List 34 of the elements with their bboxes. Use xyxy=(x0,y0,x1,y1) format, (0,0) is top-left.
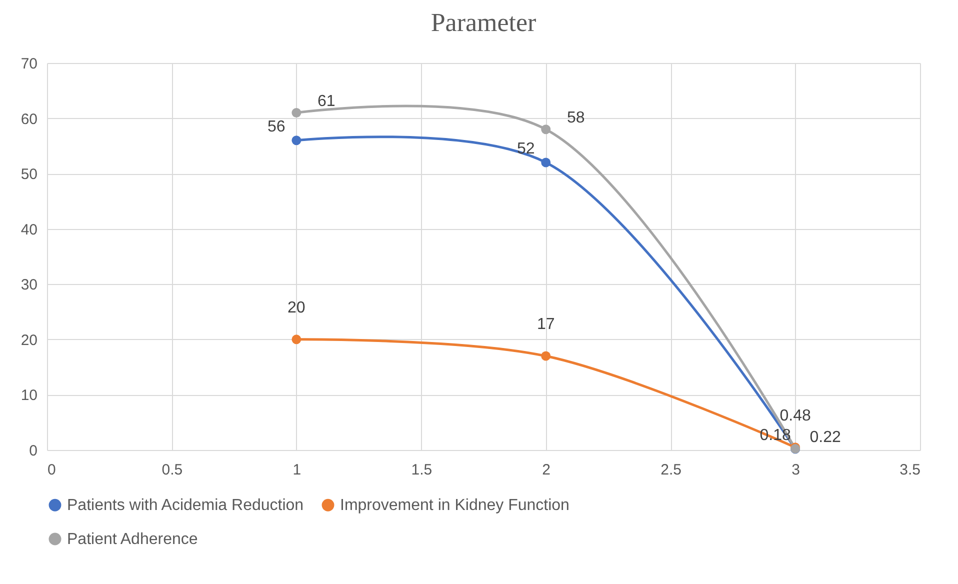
x-tick-label: 1.5 xyxy=(411,462,432,478)
y-tick-label: 10 xyxy=(20,387,38,404)
y-tick-label: 30 xyxy=(20,276,38,294)
point xyxy=(541,351,551,361)
y-tick-label: 60 xyxy=(20,110,38,128)
x-tick-label: 2.5 xyxy=(660,462,682,478)
data-label: 61 xyxy=(318,92,336,110)
x-tick-label: 2 xyxy=(542,462,551,478)
point xyxy=(541,124,551,134)
x-tick-label: 3.5 xyxy=(900,462,920,478)
data-label: 20 xyxy=(288,299,306,316)
x-tick-label: 3 xyxy=(792,462,800,478)
data-label: 0.22 xyxy=(810,428,841,446)
point xyxy=(292,136,302,146)
x-tick-label: 0.5 xyxy=(162,462,183,478)
legend-label: Patients with Acidemia Reduction xyxy=(67,497,304,514)
point xyxy=(541,158,551,168)
point xyxy=(292,334,302,344)
x-tick-label: 0 xyxy=(48,462,56,478)
chart-title: Parameter xyxy=(430,8,537,37)
data-label: 17 xyxy=(536,316,555,334)
y-tick-label: 0 xyxy=(29,442,38,460)
legend-label: Patient Adherence xyxy=(67,531,198,548)
x-tick-label: 1 xyxy=(292,462,302,478)
data-label: 56 xyxy=(268,118,286,136)
data-label: 0.48 xyxy=(780,407,811,424)
point xyxy=(292,108,302,118)
y-tick-label: 50 xyxy=(20,166,38,184)
data-label: 52 xyxy=(516,140,535,158)
y-tick-label: 20 xyxy=(20,332,38,349)
data-label: 58 xyxy=(566,109,585,126)
legend-label: Improvement in Kidney Function xyxy=(340,497,570,514)
y-tick-label: 70 xyxy=(20,56,38,72)
y-tick-label: 40 xyxy=(20,221,38,238)
